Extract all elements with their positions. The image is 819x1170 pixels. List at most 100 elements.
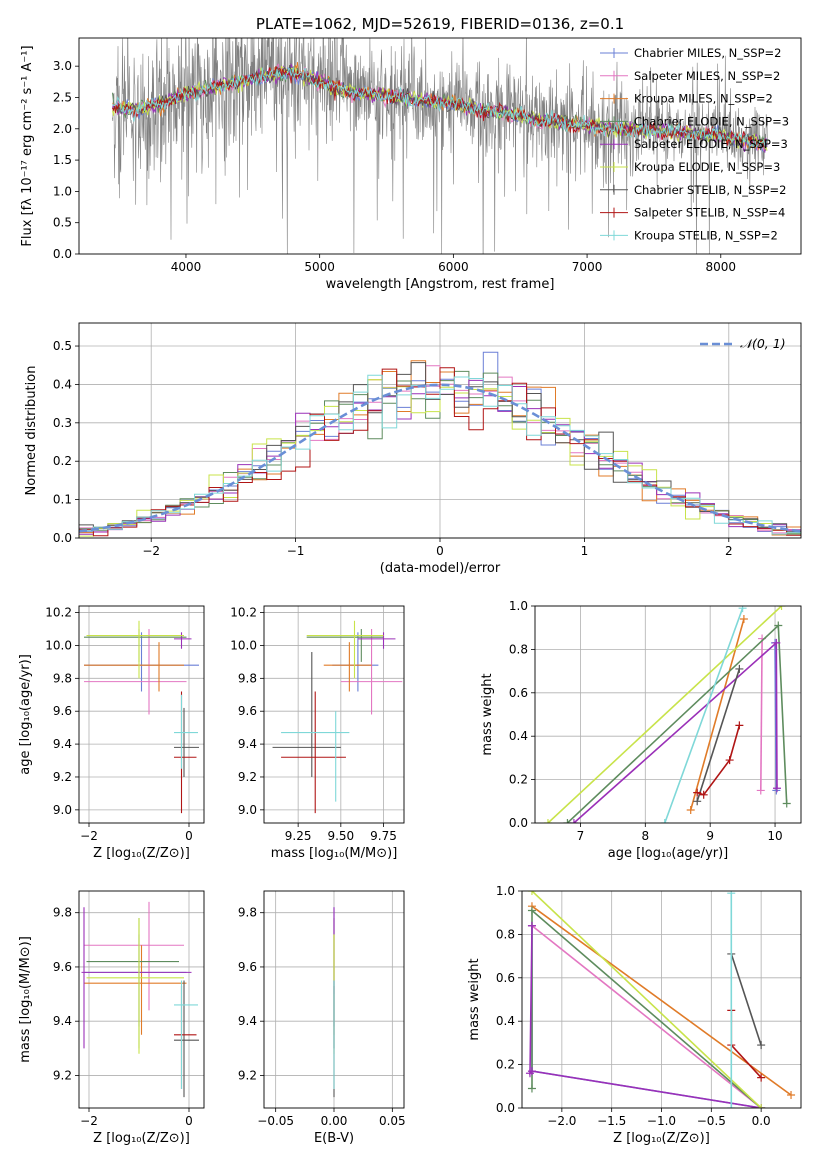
y-axis-label: mass weight [480,673,495,755]
x-tick-label: −2.0 [547,1114,576,1128]
mass-vs-ebv-panel: −0.05 0.00 0.05 9.2 9.4 9.6 9.8 E(B-V) [238,890,406,1146]
weight-marker [757,1041,766,1050]
y-tick-label: 9.6 [238,704,257,718]
y-tick-label: 10.0 [45,638,72,652]
x-tick-label: 9.75 [370,829,397,843]
weight-marker [693,797,702,806]
weight-marker [739,615,748,624]
legend-entry: Kroupa ELODIE, N_SSP=3 [634,160,780,174]
y-tick-label: 0.2 [53,454,72,468]
weight-line [730,953,762,1046]
x-tick-label: 0.05 [379,1114,406,1128]
legend-entry: Kroupa MILES, N_SSP=2 [634,92,773,106]
x-axis-label: wavelength [Angstrom, rest frame] [326,277,555,292]
y-tick-label: 1.0 [496,884,515,898]
y-tick-label: 9.8 [238,671,257,685]
plot-frame [534,605,802,824]
weight-marker [527,921,536,930]
x-tick-label: 9.25 [285,829,312,843]
y-tick-label: 0.1 [53,493,72,507]
y-tick-label: 0.0 [53,531,72,545]
weight-marker [777,606,786,610]
y-axis-label: mass weight [467,958,482,1040]
plot-frame [78,322,802,539]
weight-marker [772,638,781,647]
weight-marker [527,906,536,915]
weight-line [730,1010,762,1079]
y-tick-label: 9.2 [238,1068,257,1082]
plot-frame [78,890,205,1109]
weight-line [664,607,744,823]
weight-marker [527,891,536,895]
y-tick-label: 9.6 [53,704,72,718]
weight-marker [527,1067,536,1076]
legend-entry: Salpeter MILES, N_SSP=2 [634,69,780,83]
weight-marker [774,621,783,630]
x-tick-label: −2 [80,829,98,843]
plot-frame [521,890,802,1109]
plot-frame [78,37,802,255]
y-tick-label: 9.4 [53,737,72,751]
y-tick-label: 9.2 [53,1068,72,1082]
weight-marker [527,1084,536,1093]
weight-marker [543,819,552,823]
x-axis-label: Z [log₁₀(Z/Z⊙)] [93,846,190,861]
y-axis-label: mass [log₁₀(M/M⊙)] [18,936,33,1063]
spectrum-panel: 4000 5000 6000 7000 8000 0.0 0.5 1.0 1.5 2.0 2.5 3.… [20,37,802,292]
y-tick-label: 9.2 [238,770,257,784]
x-tick-label: −0.5 [697,1114,726,1128]
legend-entry: Chabrier ELODIE, N_SSP=3 [634,114,789,128]
weight-series-group [543,606,791,823]
y-tick-label: 9.0 [238,803,257,817]
observed-spectrum-line [112,38,768,254]
y-tick-label: 1.5 [53,153,72,167]
model-spectrum-line [112,67,768,148]
plot-frame [263,890,405,1109]
y-tick-label: 0.0 [496,1101,515,1115]
y-tick-label: 1.0 [53,184,72,198]
figure-title: PLATE=1062, MJD=52619, FIBERID=0136, z=0… [256,15,624,33]
weight-marker [735,664,744,673]
mass-vs-Z-panel: −2 0 9.2 9.4 9.6 9.8 Z [log₁₀(Z/Z⊙)] mass [log₁… [18,890,205,1146]
y-tick-label: 3.0 [53,59,72,73]
y-tick-label: 2.5 [53,90,72,104]
weight-marker [756,786,765,795]
y-tick-label: 0.6 [496,971,515,985]
y-tick-label: 0.2 [496,1058,515,1072]
y-tick-label: 0.8 [509,642,528,656]
residual-series-group [79,351,801,537]
y-tick-label: 10.2 [45,606,72,620]
y-axis-label: Normed distribution [24,366,39,496]
x-tick-label: 8 [641,829,649,843]
weight-marker [693,788,702,797]
x-tick-label: 9.50 [327,829,354,843]
legend-entry: Kroupa STELIB, N_SSP=2 [634,228,778,242]
x-tick-label: 10 [767,829,782,843]
x-tick-label: 8000 [706,260,737,274]
x-tick-label: 0.0 [752,1114,771,1128]
x-tick-label: −1.5 [597,1114,626,1128]
age-vs-Z-panel: −2 0 9.0 9.2 9.4 9.6 9.8 10.0 10.2 Z [log₁₀(Z/Z⊙)… [18,605,205,861]
weight-marker [787,1090,796,1099]
weight-line [573,641,778,823]
x-tick-label: −1.0 [647,1114,676,1128]
weight-line [774,642,778,791]
y-tick-label: 0.0 [509,816,528,830]
y-tick-label: 9.6 [238,960,257,974]
x-tick-label: 7 [577,829,585,843]
x-tick-label: −1 [287,544,305,558]
weight-marker [772,784,781,793]
weight-line [531,891,762,1108]
y-tick-label: 9.4 [238,737,257,751]
errorbar-group [81,901,199,1098]
plot-frame [78,605,205,824]
y-tick-label: 0.5 [53,339,72,353]
weight-marker [699,790,708,799]
legend-entry: Salpeter STELIB, N_SSP=4 [634,206,785,220]
gaussian-curve [79,383,801,533]
weight-line [529,925,762,1108]
weight-line [531,925,762,1108]
x-tick-label: 0.00 [321,1114,348,1128]
y-tick-label: 9.8 [53,671,72,685]
x-tick-label: 9 [706,829,714,843]
